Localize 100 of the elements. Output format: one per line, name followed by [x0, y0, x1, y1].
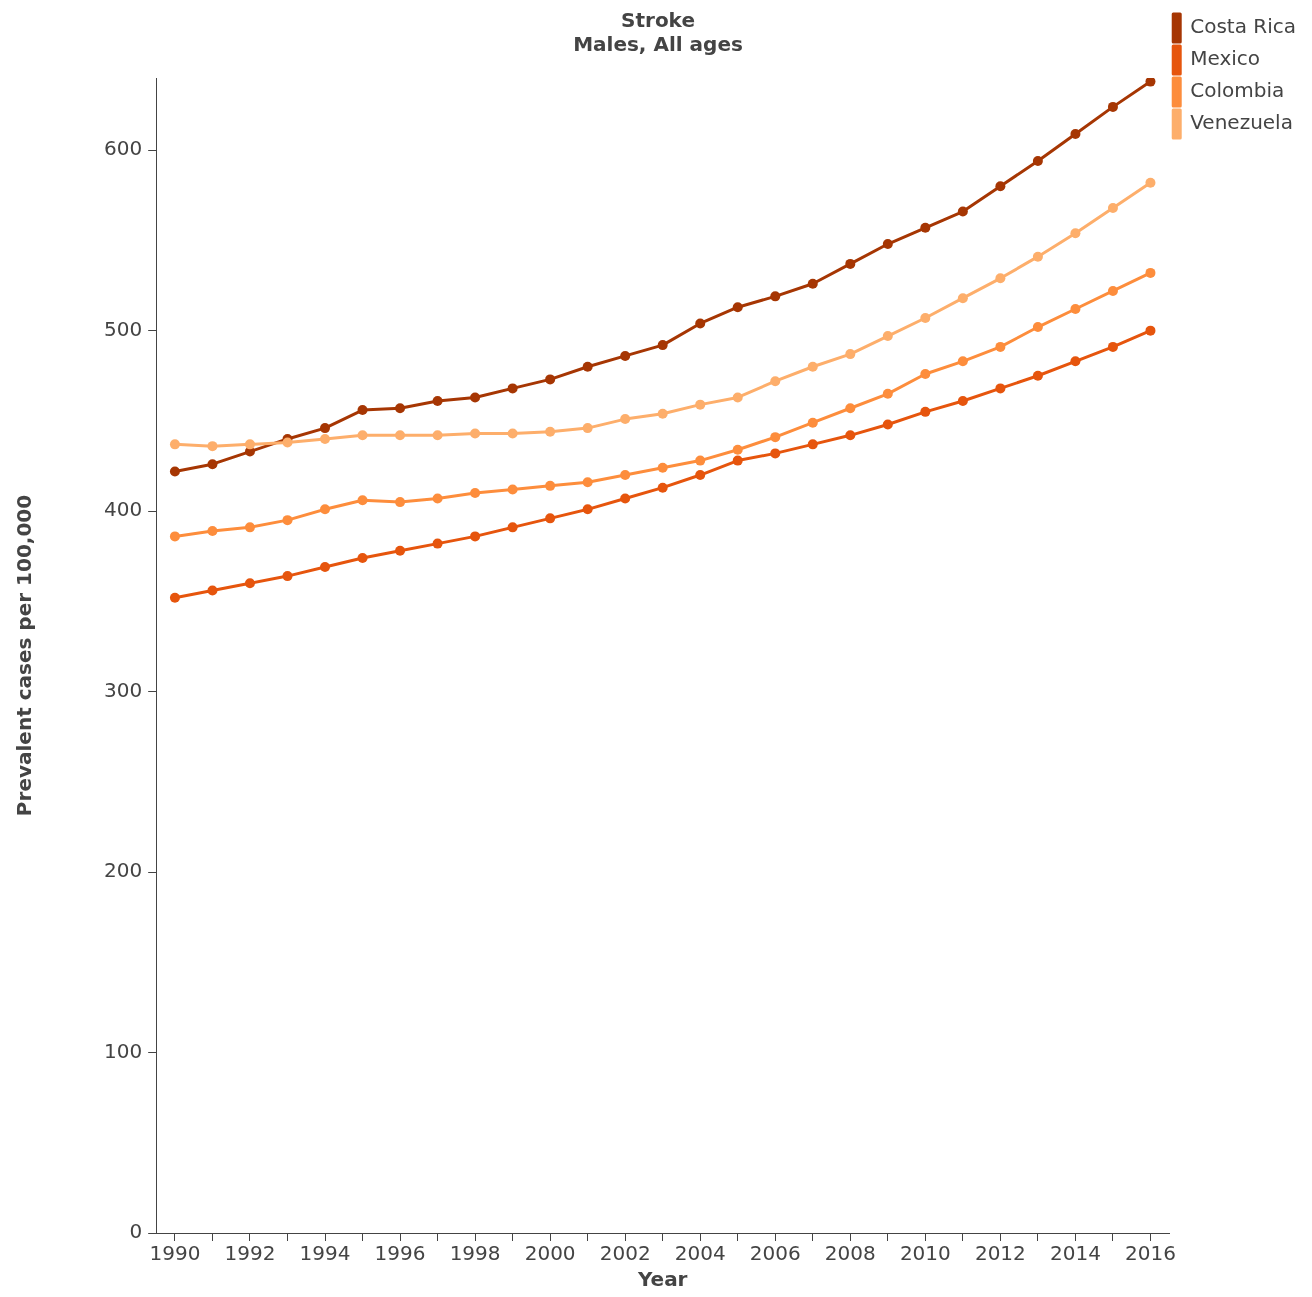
point	[995, 383, 1006, 394]
x-tick-label: 2016	[1125, 1241, 1176, 1266]
x-tick-label: 1998	[449, 1241, 501, 1266]
point	[395, 430, 406, 441]
x-tick-label: 2006	[749, 1241, 801, 1266]
point	[882, 239, 893, 250]
x-tick-label: 1990	[149, 1241, 201, 1266]
point	[1070, 228, 1081, 239]
point	[432, 396, 443, 407]
point	[282, 437, 293, 448]
point	[357, 405, 368, 416]
point	[1107, 341, 1118, 352]
point	[807, 361, 818, 372]
point	[695, 318, 706, 329]
point	[357, 430, 368, 441]
legend-label: Colombia	[1190, 78, 1285, 103]
x-tick-label: 2010	[899, 1241, 951, 1266]
point	[957, 206, 968, 217]
point	[320, 423, 331, 434]
point	[1145, 267, 1156, 278]
point	[920, 368, 931, 379]
point	[657, 408, 668, 419]
point	[807, 278, 818, 289]
point	[470, 428, 481, 439]
y-tick-label: 600	[103, 136, 143, 161]
point	[244, 522, 255, 533]
point	[1145, 177, 1156, 188]
point	[657, 340, 668, 351]
point	[1032, 370, 1043, 381]
point	[432, 493, 443, 504]
point	[995, 341, 1006, 352]
point	[545, 513, 556, 524]
point	[920, 406, 931, 417]
point	[657, 482, 668, 493]
x-tick-label: 2000	[524, 1241, 576, 1266]
point	[620, 414, 631, 425]
point	[695, 470, 706, 481]
point	[507, 484, 518, 495]
point	[582, 361, 593, 372]
point	[995, 181, 1006, 192]
x-tick-label: 1996	[374, 1241, 426, 1266]
point	[545, 374, 556, 385]
point	[1107, 101, 1118, 112]
y-axis-title: Prevalent cases per 100,000	[12, 494, 37, 817]
point	[395, 497, 406, 508]
point	[1145, 325, 1156, 336]
x-tick-label: 1994	[299, 1241, 351, 1266]
point	[320, 433, 331, 444]
point	[395, 545, 406, 556]
point	[282, 515, 293, 526]
point	[357, 495, 368, 506]
point	[507, 522, 518, 533]
point	[545, 480, 556, 491]
point	[1107, 285, 1118, 296]
point	[207, 585, 218, 596]
point	[770, 432, 781, 443]
point	[732, 444, 743, 455]
point	[732, 392, 743, 403]
point	[1107, 202, 1118, 213]
point	[470, 392, 481, 403]
point	[507, 383, 518, 394]
point	[770, 448, 781, 459]
x-axis-title: Year	[636, 1267, 688, 1292]
point	[207, 459, 218, 470]
point	[620, 470, 631, 481]
x-tick-label: 2008	[824, 1241, 876, 1266]
point	[620, 350, 631, 361]
point	[507, 428, 518, 439]
point	[845, 403, 856, 414]
point	[395, 403, 406, 414]
point	[357, 553, 368, 564]
point	[732, 455, 743, 466]
point	[432, 538, 443, 549]
legend-label: Venezuela	[1190, 110, 1293, 135]
point	[1032, 322, 1043, 333]
point	[1145, 78, 1156, 87]
x-tick-label: 2004	[674, 1241, 726, 1266]
y-tick-label: 0	[129, 1219, 143, 1244]
point	[169, 592, 180, 603]
point	[244, 439, 255, 450]
chart-subtitle: Males, All ages	[573, 32, 743, 57]
legend-label: Costa Rica	[1190, 14, 1296, 39]
point	[470, 531, 481, 542]
point	[920, 222, 931, 233]
y-tick-label: 300	[103, 677, 143, 702]
point	[882, 419, 893, 430]
point	[882, 388, 893, 399]
point	[207, 441, 218, 452]
point	[1070, 356, 1081, 367]
y-tick-label: 400	[103, 497, 143, 522]
point	[282, 571, 293, 582]
point	[582, 423, 593, 434]
point	[732, 302, 743, 313]
point	[582, 477, 593, 488]
y-tick-label: 500	[103, 316, 143, 341]
point	[845, 258, 856, 269]
point	[320, 562, 331, 573]
point	[1070, 304, 1081, 314]
point	[320, 504, 331, 515]
point	[807, 417, 818, 428]
